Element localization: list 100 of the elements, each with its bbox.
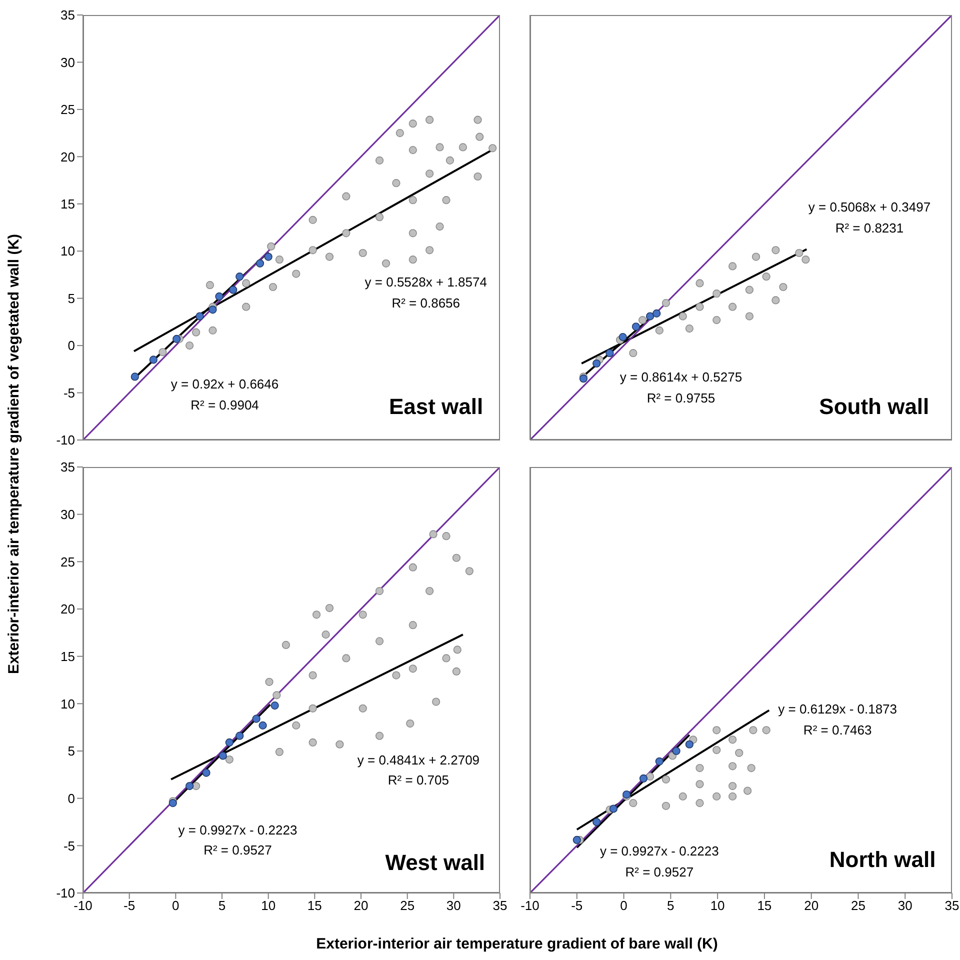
- point: [744, 786, 752, 795]
- x-tick-label: 20: [804, 898, 819, 914]
- point: [192, 328, 200, 336]
- annotation: R² = 0.7463: [803, 722, 872, 738]
- annotation: y = 0.5068x + 0.3497: [808, 199, 931, 214]
- point: [408, 146, 417, 154]
- x-tick-label: 15: [307, 898, 322, 914]
- point: [453, 646, 462, 654]
- point: [206, 281, 214, 290]
- point: [268, 282, 278, 292]
- x-tick-label: 10: [710, 898, 725, 914]
- point: [592, 818, 601, 826]
- point: [572, 836, 581, 844]
- text: East wall: [388, 394, 484, 420]
- point: [375, 156, 384, 164]
- point: [225, 738, 234, 747]
- annotation: y = 0.5528x + 1.8574: [364, 274, 487, 290]
- point: [442, 654, 450, 662]
- point: [662, 299, 670, 308]
- point: [772, 246, 780, 254]
- x-tick-label: 25: [400, 898, 415, 914]
- y-tick-label: 15: [60, 196, 75, 212]
- annotation: y = 0.8614x + 0.5275: [620, 369, 742, 384]
- point: [392, 179, 400, 188]
- point: [696, 780, 704, 788]
- point: [762, 272, 770, 281]
- point: [672, 746, 680, 756]
- point: [192, 782, 200, 790]
- y-tick-label: 10: [60, 244, 75, 259]
- point: [652, 309, 661, 318]
- point: [728, 262, 737, 270]
- point: [728, 762, 737, 770]
- point: [712, 792, 721, 800]
- text: North wall: [829, 846, 936, 873]
- point: [772, 296, 780, 304]
- x-tick-label: 5: [218, 898, 226, 914]
- point: [322, 630, 330, 639]
- point: [267, 242, 276, 250]
- point: [442, 532, 450, 540]
- point: [308, 246, 317, 254]
- point: [342, 229, 350, 238]
- y-tick-label: 20: [60, 149, 75, 164]
- point: [662, 802, 670, 810]
- point: [256, 259, 264, 268]
- point: [632, 322, 640, 331]
- point: [392, 671, 400, 680]
- point: [429, 530, 438, 538]
- point: [408, 196, 417, 204]
- point: [779, 282, 788, 292]
- point: [208, 306, 217, 314]
- point: [696, 799, 704, 808]
- y-tick-label: 35: [60, 8, 75, 23]
- point: [606, 349, 614, 358]
- x-tick-label: 10: [261, 898, 276, 914]
- point: [270, 702, 279, 710]
- annotation: y = 0.4841x + 2.2709: [357, 752, 480, 768]
- point: [265, 678, 274, 686]
- point: [312, 610, 321, 619]
- point: [426, 116, 434, 124]
- point: [258, 721, 267, 730]
- point: [375, 732, 384, 740]
- text: South wall: [819, 394, 930, 420]
- point: [158, 348, 167, 356]
- point: [342, 654, 350, 662]
- point: [795, 248, 804, 258]
- point: [749, 726, 758, 734]
- y-tick-label: 20: [60, 602, 75, 617]
- point: [712, 290, 721, 298]
- point: [752, 252, 760, 261]
- point: [712, 746, 721, 754]
- annotation: R² = 0.705: [388, 772, 449, 788]
- x-tick-label: -5: [571, 898, 583, 914]
- x-axis-title: Exterior-interior air temperature gradient of bare wall (K): [316, 936, 718, 952]
- point: [215, 292, 224, 300]
- point: [442, 196, 450, 204]
- point: [264, 252, 272, 261]
- point: [375, 213, 384, 222]
- y-tick-label: -10: [56, 886, 75, 901]
- point: [436, 143, 444, 152]
- point: [358, 704, 367, 712]
- point: [629, 799, 638, 808]
- point: [762, 726, 770, 734]
- y-tick-label: 10: [60, 696, 75, 712]
- x-tick-label: 35: [492, 898, 508, 914]
- x-tick-label: -5: [124, 898, 136, 914]
- point: [408, 120, 417, 128]
- point: [186, 342, 194, 350]
- point: [336, 740, 344, 748]
- y-tick-label: 5: [68, 290, 75, 306]
- point: [728, 302, 737, 311]
- x-tick-label: 35: [944, 898, 960, 914]
- point: [358, 248, 367, 258]
- y-tick-label: 30: [60, 506, 75, 522]
- point: [745, 286, 754, 294]
- annotation: y = 0.92x + 0.6646: [170, 376, 279, 392]
- point: [646, 772, 654, 781]
- point: [426, 586, 434, 596]
- annotation: R² = 0.8231: [835, 220, 904, 235]
- point: [646, 312, 654, 320]
- point: [747, 764, 756, 772]
